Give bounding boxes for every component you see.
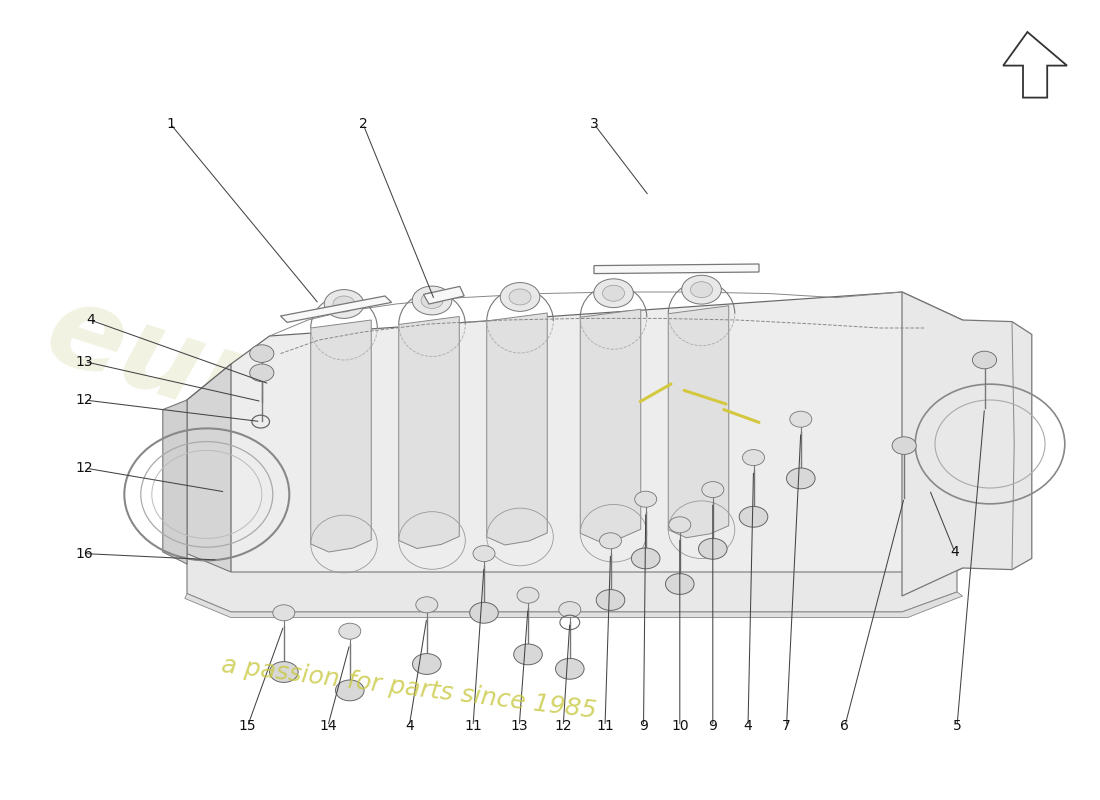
Circle shape bbox=[600, 533, 621, 549]
Text: 6: 6 bbox=[840, 719, 849, 734]
Polygon shape bbox=[187, 552, 957, 612]
Circle shape bbox=[339, 623, 361, 639]
Text: 2: 2 bbox=[359, 117, 367, 131]
Circle shape bbox=[691, 282, 713, 298]
Text: 1: 1 bbox=[166, 117, 175, 131]
Circle shape bbox=[635, 491, 657, 507]
Circle shape bbox=[631, 548, 660, 569]
Polygon shape bbox=[163, 400, 187, 564]
Text: 9: 9 bbox=[639, 719, 648, 734]
Text: 4: 4 bbox=[86, 313, 95, 327]
Text: 14: 14 bbox=[319, 719, 337, 734]
Text: 11: 11 bbox=[596, 719, 614, 734]
Circle shape bbox=[559, 602, 581, 618]
Circle shape bbox=[412, 286, 452, 315]
Circle shape bbox=[514, 644, 542, 665]
Polygon shape bbox=[902, 292, 1032, 596]
Polygon shape bbox=[310, 320, 372, 552]
Polygon shape bbox=[185, 592, 962, 618]
Text: 4: 4 bbox=[744, 719, 752, 734]
Polygon shape bbox=[486, 313, 548, 545]
Text: a: a bbox=[165, 421, 263, 539]
Circle shape bbox=[742, 450, 764, 466]
Circle shape bbox=[473, 546, 495, 562]
Circle shape bbox=[666, 574, 694, 594]
Circle shape bbox=[892, 437, 916, 454]
Text: 13: 13 bbox=[510, 719, 528, 734]
Circle shape bbox=[972, 351, 997, 369]
Polygon shape bbox=[594, 264, 759, 274]
Text: 13: 13 bbox=[76, 354, 94, 369]
Text: 12: 12 bbox=[76, 393, 94, 407]
Circle shape bbox=[470, 602, 498, 623]
Circle shape bbox=[324, 290, 364, 318]
Polygon shape bbox=[187, 364, 231, 596]
Text: 5: 5 bbox=[953, 719, 961, 734]
Circle shape bbox=[509, 289, 531, 305]
Text: 7: 7 bbox=[782, 719, 791, 734]
Text: 4: 4 bbox=[950, 545, 959, 559]
Text: 4: 4 bbox=[405, 719, 414, 734]
Circle shape bbox=[421, 293, 443, 309]
Polygon shape bbox=[398, 317, 460, 549]
Circle shape bbox=[336, 680, 364, 701]
Circle shape bbox=[412, 654, 441, 674]
Polygon shape bbox=[187, 292, 962, 596]
Circle shape bbox=[416, 597, 438, 613]
Circle shape bbox=[273, 605, 295, 621]
Circle shape bbox=[250, 345, 274, 362]
Text: 16: 16 bbox=[76, 546, 94, 561]
Circle shape bbox=[682, 275, 722, 304]
Text: 9: 9 bbox=[708, 719, 717, 734]
Polygon shape bbox=[1003, 32, 1067, 98]
Text: 11: 11 bbox=[464, 719, 482, 734]
Text: 15: 15 bbox=[239, 719, 256, 734]
Text: 12: 12 bbox=[76, 461, 94, 475]
Circle shape bbox=[603, 286, 625, 302]
Circle shape bbox=[698, 538, 727, 559]
Circle shape bbox=[594, 279, 634, 308]
Circle shape bbox=[270, 662, 298, 682]
Polygon shape bbox=[581, 310, 640, 542]
Circle shape bbox=[669, 517, 691, 533]
Circle shape bbox=[739, 506, 768, 527]
Text: 10: 10 bbox=[671, 719, 689, 734]
Circle shape bbox=[250, 364, 274, 382]
Text: 12: 12 bbox=[554, 719, 572, 734]
Text: europ: europ bbox=[33, 274, 424, 494]
Text: 3: 3 bbox=[590, 117, 598, 131]
Circle shape bbox=[790, 411, 812, 427]
Circle shape bbox=[786, 468, 815, 489]
Circle shape bbox=[333, 296, 355, 312]
Circle shape bbox=[500, 282, 540, 311]
Circle shape bbox=[556, 658, 584, 679]
Polygon shape bbox=[424, 286, 464, 304]
Circle shape bbox=[517, 587, 539, 603]
Polygon shape bbox=[669, 306, 728, 538]
Circle shape bbox=[702, 482, 724, 498]
Text: a passion for parts since 1985: a passion for parts since 1985 bbox=[220, 653, 598, 723]
Circle shape bbox=[596, 590, 625, 610]
Polygon shape bbox=[280, 296, 392, 322]
